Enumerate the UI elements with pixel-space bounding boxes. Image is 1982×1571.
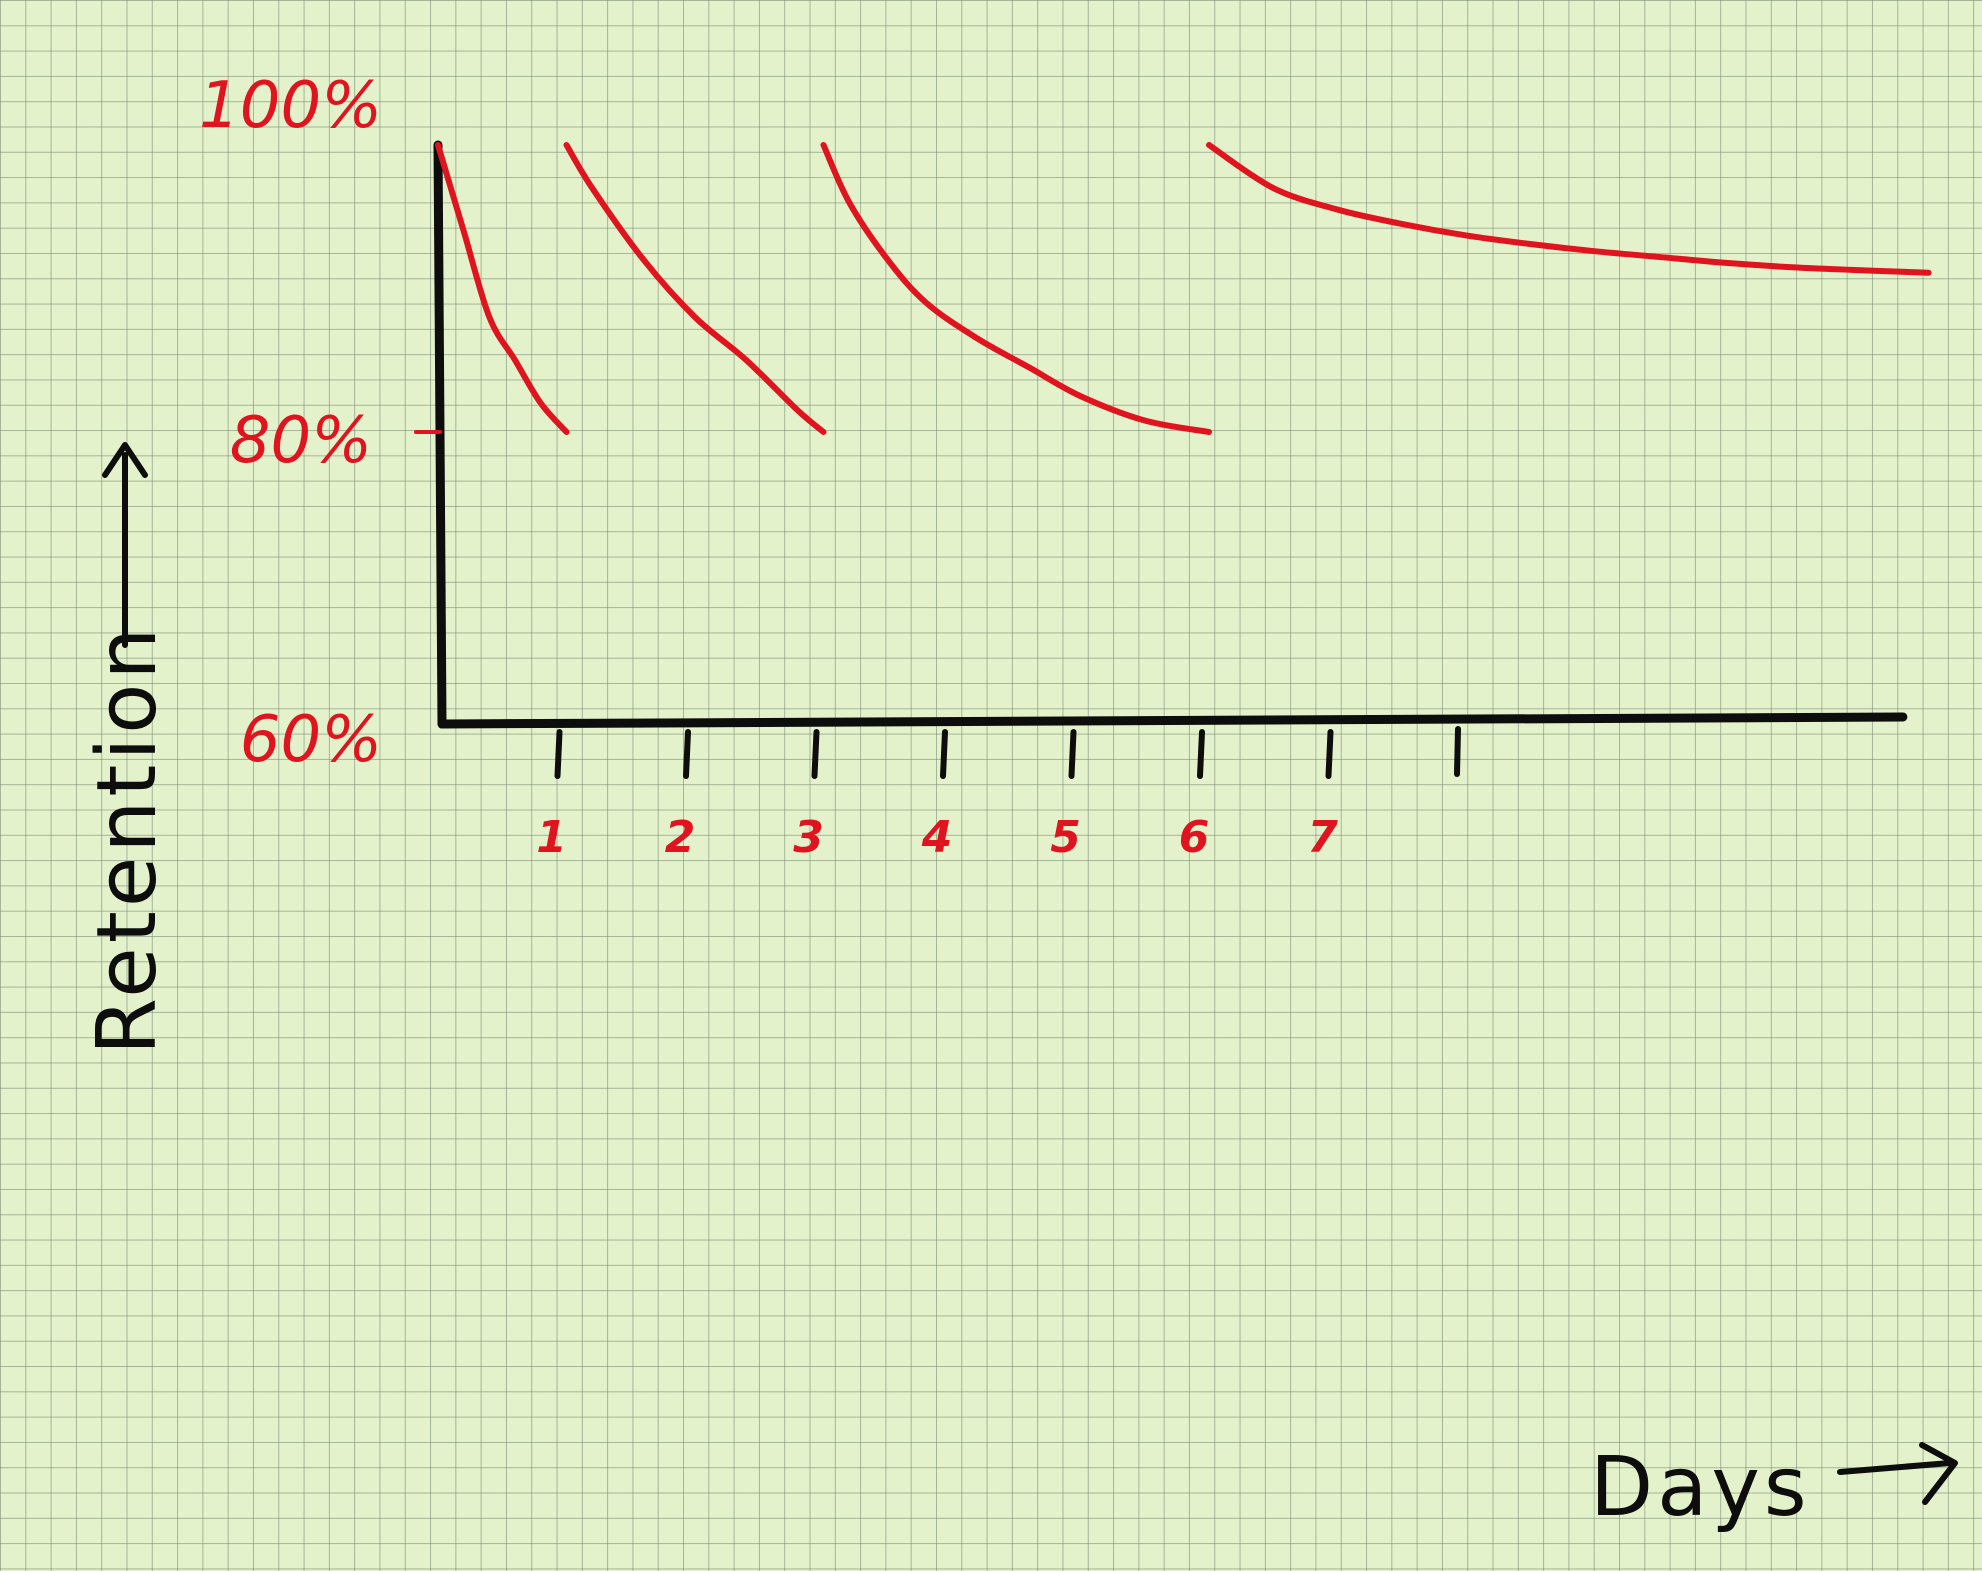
y-axis-arrow xyxy=(102,442,148,648)
x-tick-mark xyxy=(554,729,563,779)
x-axis-arrow xyxy=(1837,1442,1958,1505)
x-tick-mark xyxy=(683,729,691,779)
y-axis-line xyxy=(433,140,447,729)
y-tick-label: 60% xyxy=(240,703,382,777)
retention-curve-3 xyxy=(820,142,1212,435)
x-tick-label: 6 xyxy=(1179,812,1210,863)
x-tick-label: 4 xyxy=(921,812,953,863)
x-tick-mark xyxy=(1454,726,1461,777)
retention-curves xyxy=(435,142,1932,435)
x-tick-label: 5 xyxy=(1050,812,1081,863)
x-ticks: 1 2 3 4 5 6 7 xyxy=(536,726,1461,863)
x-tick-label: 3 xyxy=(793,812,824,863)
retention-curve-4 xyxy=(1206,142,1932,276)
x-axis-label: Days xyxy=(1590,1440,1811,1535)
y-axis-label: Retention xyxy=(80,624,175,1055)
retention-curve-2 xyxy=(563,142,827,435)
x-tick-mark xyxy=(1068,729,1077,779)
retention-curve-1 xyxy=(435,142,570,435)
x-tick-mark xyxy=(940,729,948,779)
x-tick-label: 7 xyxy=(1307,812,1338,863)
x-tick-mark xyxy=(1197,729,1205,779)
x-tick-label: 2 xyxy=(665,812,696,863)
y-ticks: 100% 80% 60% xyxy=(199,69,442,777)
y-tick-label: 100% xyxy=(199,69,382,143)
axes xyxy=(433,140,1908,729)
y-tick-label: 80% xyxy=(230,404,372,478)
x-axis-line xyxy=(437,712,1908,729)
x-tick-label: 1 xyxy=(536,812,567,863)
x-tick-mark xyxy=(811,729,820,779)
x-tick-mark xyxy=(1325,729,1334,779)
